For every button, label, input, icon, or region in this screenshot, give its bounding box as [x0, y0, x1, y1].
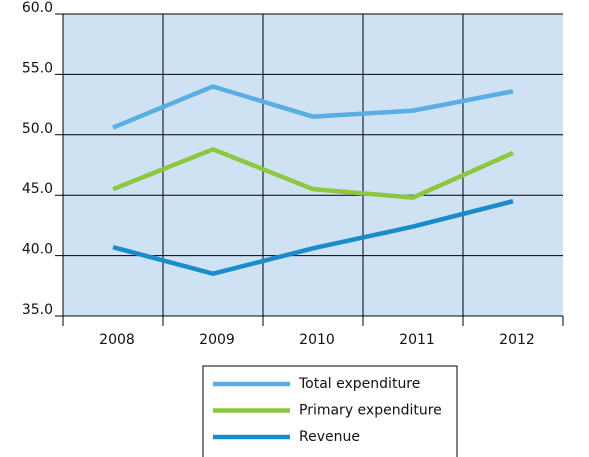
y-tick-label: 35.0	[22, 302, 53, 318]
y-tick-label: 60.0	[22, 0, 53, 16]
y-tick-label: 55.0	[22, 60, 53, 76]
y-tick-label: 40.0	[22, 242, 53, 258]
x-tick-label: 2011	[399, 332, 435, 348]
series-line	[112, 84, 514, 130]
plot-area	[63, 14, 563, 316]
x-tick-label: 2008	[99, 332, 135, 348]
y-tick-label: 45.0	[22, 181, 53, 197]
legend-box	[202, 365, 458, 457]
x-tick-label: 2010	[299, 332, 335, 348]
series-line	[112, 199, 514, 276]
legend-label: Total expenditure	[298, 376, 420, 392]
x-tick-label: 2009	[199, 332, 235, 348]
legend-label: Primary expenditure	[299, 403, 442, 419]
legend-label: Revenue	[299, 429, 360, 445]
series-line	[112, 147, 514, 200]
y-tick-label: 50.0	[22, 121, 53, 137]
x-tick-label: 2012	[499, 332, 535, 348]
